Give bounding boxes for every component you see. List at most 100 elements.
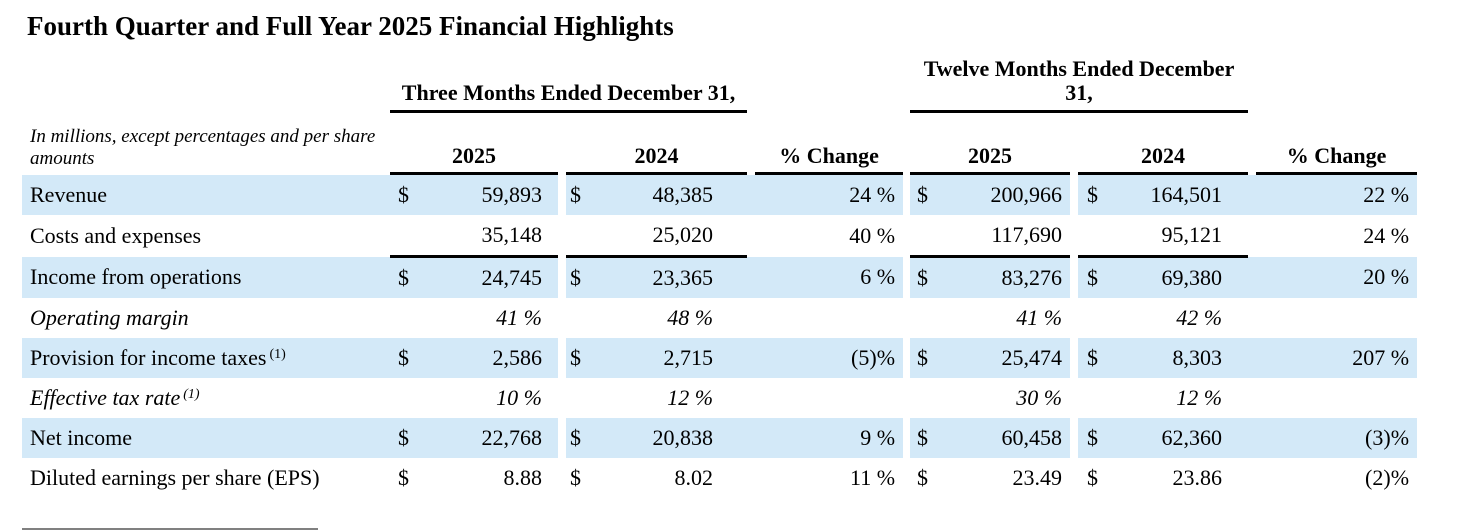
col-header-q-2024: 2024	[566, 144, 748, 175]
value-cell-q-change: 24 %	[747, 175, 904, 215]
value-cell-q-change	[747, 378, 903, 418]
column-spacer	[1070, 458, 1078, 498]
value-q-2025: 41 %	[496, 305, 542, 330]
row-label-cell: Diluted earnings per share (EPS)	[22, 458, 390, 498]
value-cell-q-change: 11 %	[850, 465, 896, 490]
column-spacer	[1070, 113, 1078, 175]
dollar-sign: $	[917, 345, 929, 370]
dollar-sign: $	[1087, 425, 1099, 450]
column-header-row: 2025 2024 % Change 2025 2024 % Ch	[22, 113, 1418, 175]
column-spacer	[1070, 215, 1078, 257]
value-cell-t-2024: 42 %	[1078, 298, 1248, 338]
value-cell-q-2025: $8.88	[390, 458, 558, 498]
value-q-2025: 22,768	[481, 425, 543, 450]
value-cell-t-2024: $69,380	[1078, 256, 1249, 298]
value-cell-q-2025: $22,768	[390, 418, 558, 458]
value-q-2024: 20,838	[652, 425, 714, 450]
column-spacer	[1070, 175, 1079, 215]
column-spacer	[558, 338, 566, 378]
value-cell-q-2025: $59,893	[390, 175, 558, 215]
row-label: Costs and expenses	[30, 222, 202, 248]
column-spacer	[558, 418, 566, 458]
value-cell-t-2024: 95,121	[1078, 215, 1249, 258]
dollar-sign: $	[1087, 182, 1099, 207]
group-header-twelve-months: Twelve Months Ended December 31,	[910, 57, 1249, 113]
table-row: Revenue $59,893 $48,385 24 % $200,966 $1…	[22, 175, 1418, 215]
value-cell-t-2025: $60,458	[910, 418, 1071, 458]
column-spacer	[558, 458, 566, 498]
financial-highlights-page: Fourth Quarter and Full Year 2025 Financ…	[0, 10, 1478, 532]
value-t-2024: 42 %	[1176, 305, 1223, 330]
value-q-2024: 23,365	[652, 265, 714, 290]
value-q-2025: 2,586	[492, 345, 543, 370]
row-label-cell: Operating margin	[22, 298, 390, 338]
column-spacer	[903, 298, 910, 338]
column-spacer	[903, 215, 910, 257]
column-spacer	[1070, 256, 1079, 298]
column-spacer	[1070, 418, 1079, 458]
row-label-cell: Revenue	[22, 175, 390, 215]
table-row: Effective tax rate (1) 10 % 12 % 30 % 12 …	[22, 378, 1417, 418]
column-spacer	[558, 378, 566, 418]
financial-highlights-table: In millions, except percentages and per …	[22, 57, 1418, 498]
row-label-cell: Net income	[22, 418, 390, 458]
value-q-2025: 35,148	[481, 222, 543, 247]
value-cell-t-change	[1248, 378, 1417, 418]
value-cell-q-change	[747, 298, 903, 338]
dollar-sign: $	[570, 345, 581, 370]
value-t-2025: 41 %	[1016, 305, 1063, 330]
dollar-sign: $	[917, 425, 929, 450]
column-spacer	[558, 175, 566, 215]
value-cell-t-2025: 41 %	[910, 298, 1070, 338]
value-t-2025: 83,276	[1001, 265, 1063, 290]
value-cell-t-change: 24 %	[1363, 222, 1410, 248]
value-cell-t-2025: $25,474	[910, 338, 1071, 378]
value-cell-q-2024: $23,365	[566, 256, 748, 298]
value-t-2025: 30 %	[1016, 385, 1063, 410]
value-q-2024: 2,715	[663, 345, 714, 370]
group-header-twelve-months-cell: Twelve Months Ended December 31,	[910, 57, 1249, 113]
value-cell-q-2025: 10 %	[390, 378, 558, 418]
dollar-sign: $	[398, 425, 409, 450]
table-row: Diluted earnings per share (EPS) $8.88 $…	[22, 458, 1417, 498]
column-spacer	[1070, 298, 1078, 338]
row-label-cell: Effective tax rate (1)	[22, 378, 390, 418]
value-cell-q-2025: 41 %	[390, 298, 558, 338]
col-header-q-2025-cell: 2025	[390, 113, 558, 175]
col-header-q-change: % Change	[755, 144, 904, 175]
value-cell-t-change: 22 %	[1248, 175, 1418, 215]
dollar-sign: $	[917, 182, 929, 207]
column-spacer	[903, 113, 910, 175]
row-label: Effective tax rate	[30, 385, 181, 410]
value-cell-t-2024: $8,303	[1078, 338, 1249, 378]
column-spacer	[1070, 338, 1079, 378]
group-header-three-months: Three Months Ended December 31,	[390, 81, 748, 113]
table-units-note: In millions, except percentages and per …	[30, 126, 376, 169]
column-spacer	[558, 256, 566, 298]
table-body: Revenue $59,893 $48,385 24 % $200,966 $1…	[22, 175, 1418, 498]
page-title: Fourth Quarter and Full Year 2025 Financ…	[27, 11, 674, 41]
value-t-2025: 200,966	[990, 182, 1063, 207]
value-cell-q-2024: 12 %	[566, 378, 747, 418]
value-q-2024: 48 %	[667, 305, 714, 330]
value-cell-q-2024: 48 %	[566, 298, 747, 338]
dollar-sign: $	[1087, 265, 1099, 290]
empty-header-cell	[1248, 57, 1417, 113]
col-header-q-2025: 2025	[390, 144, 558, 175]
col-header-t-2025: 2025	[910, 144, 1071, 175]
column-spacer	[558, 298, 566, 338]
dollar-sign: $	[917, 465, 929, 490]
value-cell-t-2024: $23.86	[1078, 458, 1248, 498]
column-spacer	[1070, 378, 1078, 418]
dollar-sign: $	[398, 265, 409, 290]
dollar-sign: $	[570, 182, 581, 207]
value-cell-t-2024: $62,360	[1078, 418, 1249, 458]
row-label: Diluted earnings per share (EPS)	[30, 465, 320, 490]
dollar-sign: $	[1087, 465, 1099, 490]
value-t-2025: 25,474	[1001, 345, 1063, 370]
column-spacer	[903, 57, 910, 113]
value-cell-q-2024: 25,020	[566, 215, 748, 258]
col-header-t-change-cell: % Change	[1248, 113, 1418, 175]
footnote-ref: (1)	[269, 347, 286, 362]
col-header-t-2024: 2024	[1078, 144, 1249, 175]
